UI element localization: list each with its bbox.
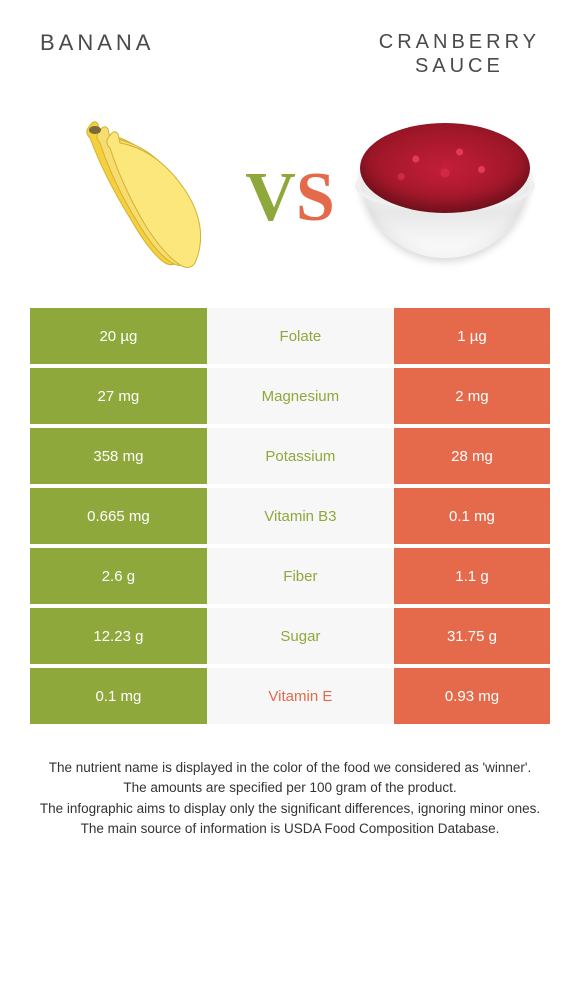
nutrient-label-cell: Vitamin B3 bbox=[207, 488, 394, 544]
right-value-cell: 31.75 g bbox=[394, 608, 550, 664]
table-row: 2.6 gFiber1.1 g bbox=[30, 548, 550, 604]
nutrient-label-cell: Magnesium bbox=[207, 368, 394, 424]
nutrient-label-cell: Sugar bbox=[207, 608, 394, 664]
table-row: 0.1 mgVitamin E0.93 mg bbox=[30, 668, 550, 724]
right-value-cell: 28 mg bbox=[394, 428, 550, 484]
nutrient-label-cell: Fiber bbox=[207, 548, 394, 604]
left-food-title: BANANA bbox=[40, 30, 154, 78]
right-value-cell: 0.93 mg bbox=[394, 668, 550, 724]
left-value-cell: 20 µg bbox=[30, 308, 207, 364]
nutrient-label-cell: Vitamin E bbox=[207, 668, 394, 724]
left-value-cell: 27 mg bbox=[30, 368, 207, 424]
vs-s: S bbox=[296, 159, 335, 236]
nutrient-label-cell: Potassium bbox=[207, 428, 394, 484]
footer-notes: The nutrient name is displayed in the co… bbox=[0, 728, 580, 859]
table-row: 12.23 gSugar31.75 g bbox=[30, 608, 550, 664]
table-row: 20 µgFolate1 µg bbox=[30, 308, 550, 364]
footer-line: The infographic aims to display only the… bbox=[20, 799, 560, 819]
right-value-cell: 1.1 g bbox=[394, 548, 550, 604]
nutrient-label-cell: Folate bbox=[207, 308, 394, 364]
footer-line: The nutrient name is displayed in the co… bbox=[20, 758, 560, 778]
vs-label: VS bbox=[245, 158, 335, 238]
right-value-cell: 2 mg bbox=[394, 368, 550, 424]
left-value-cell: 0.665 mg bbox=[30, 488, 207, 544]
cranberry-image bbox=[350, 98, 540, 288]
right-value-cell: 1 µg bbox=[394, 308, 550, 364]
banana-icon bbox=[50, 108, 220, 278]
title-row: BANANA CRANBERRY SAUCE bbox=[0, 0, 580, 88]
left-value-cell: 2.6 g bbox=[30, 548, 207, 604]
comparison-table: 20 µgFolate1 µg27 mgMagnesium2 mg358 mgP… bbox=[0, 308, 580, 724]
footer-line: The amounts are specified per 100 gram o… bbox=[20, 778, 560, 798]
right-food-title: CRANBERRY SAUCE bbox=[379, 30, 540, 78]
footer-line: The main source of information is USDA F… bbox=[20, 819, 560, 839]
table-row: 27 mgMagnesium2 mg bbox=[30, 368, 550, 424]
table-row: 358 mgPotassium28 mg bbox=[30, 428, 550, 484]
vs-v: V bbox=[245, 159, 296, 236]
banana-image bbox=[40, 98, 230, 288]
right-value-cell: 0.1 mg bbox=[394, 488, 550, 544]
left-value-cell: 358 mg bbox=[30, 428, 207, 484]
cranberry-bowl bbox=[355, 123, 535, 263]
left-value-cell: 0.1 mg bbox=[30, 668, 207, 724]
left-value-cell: 12.23 g bbox=[30, 608, 207, 664]
table-row: 0.665 mgVitamin B30.1 mg bbox=[30, 488, 550, 544]
image-row: VS bbox=[0, 88, 580, 308]
